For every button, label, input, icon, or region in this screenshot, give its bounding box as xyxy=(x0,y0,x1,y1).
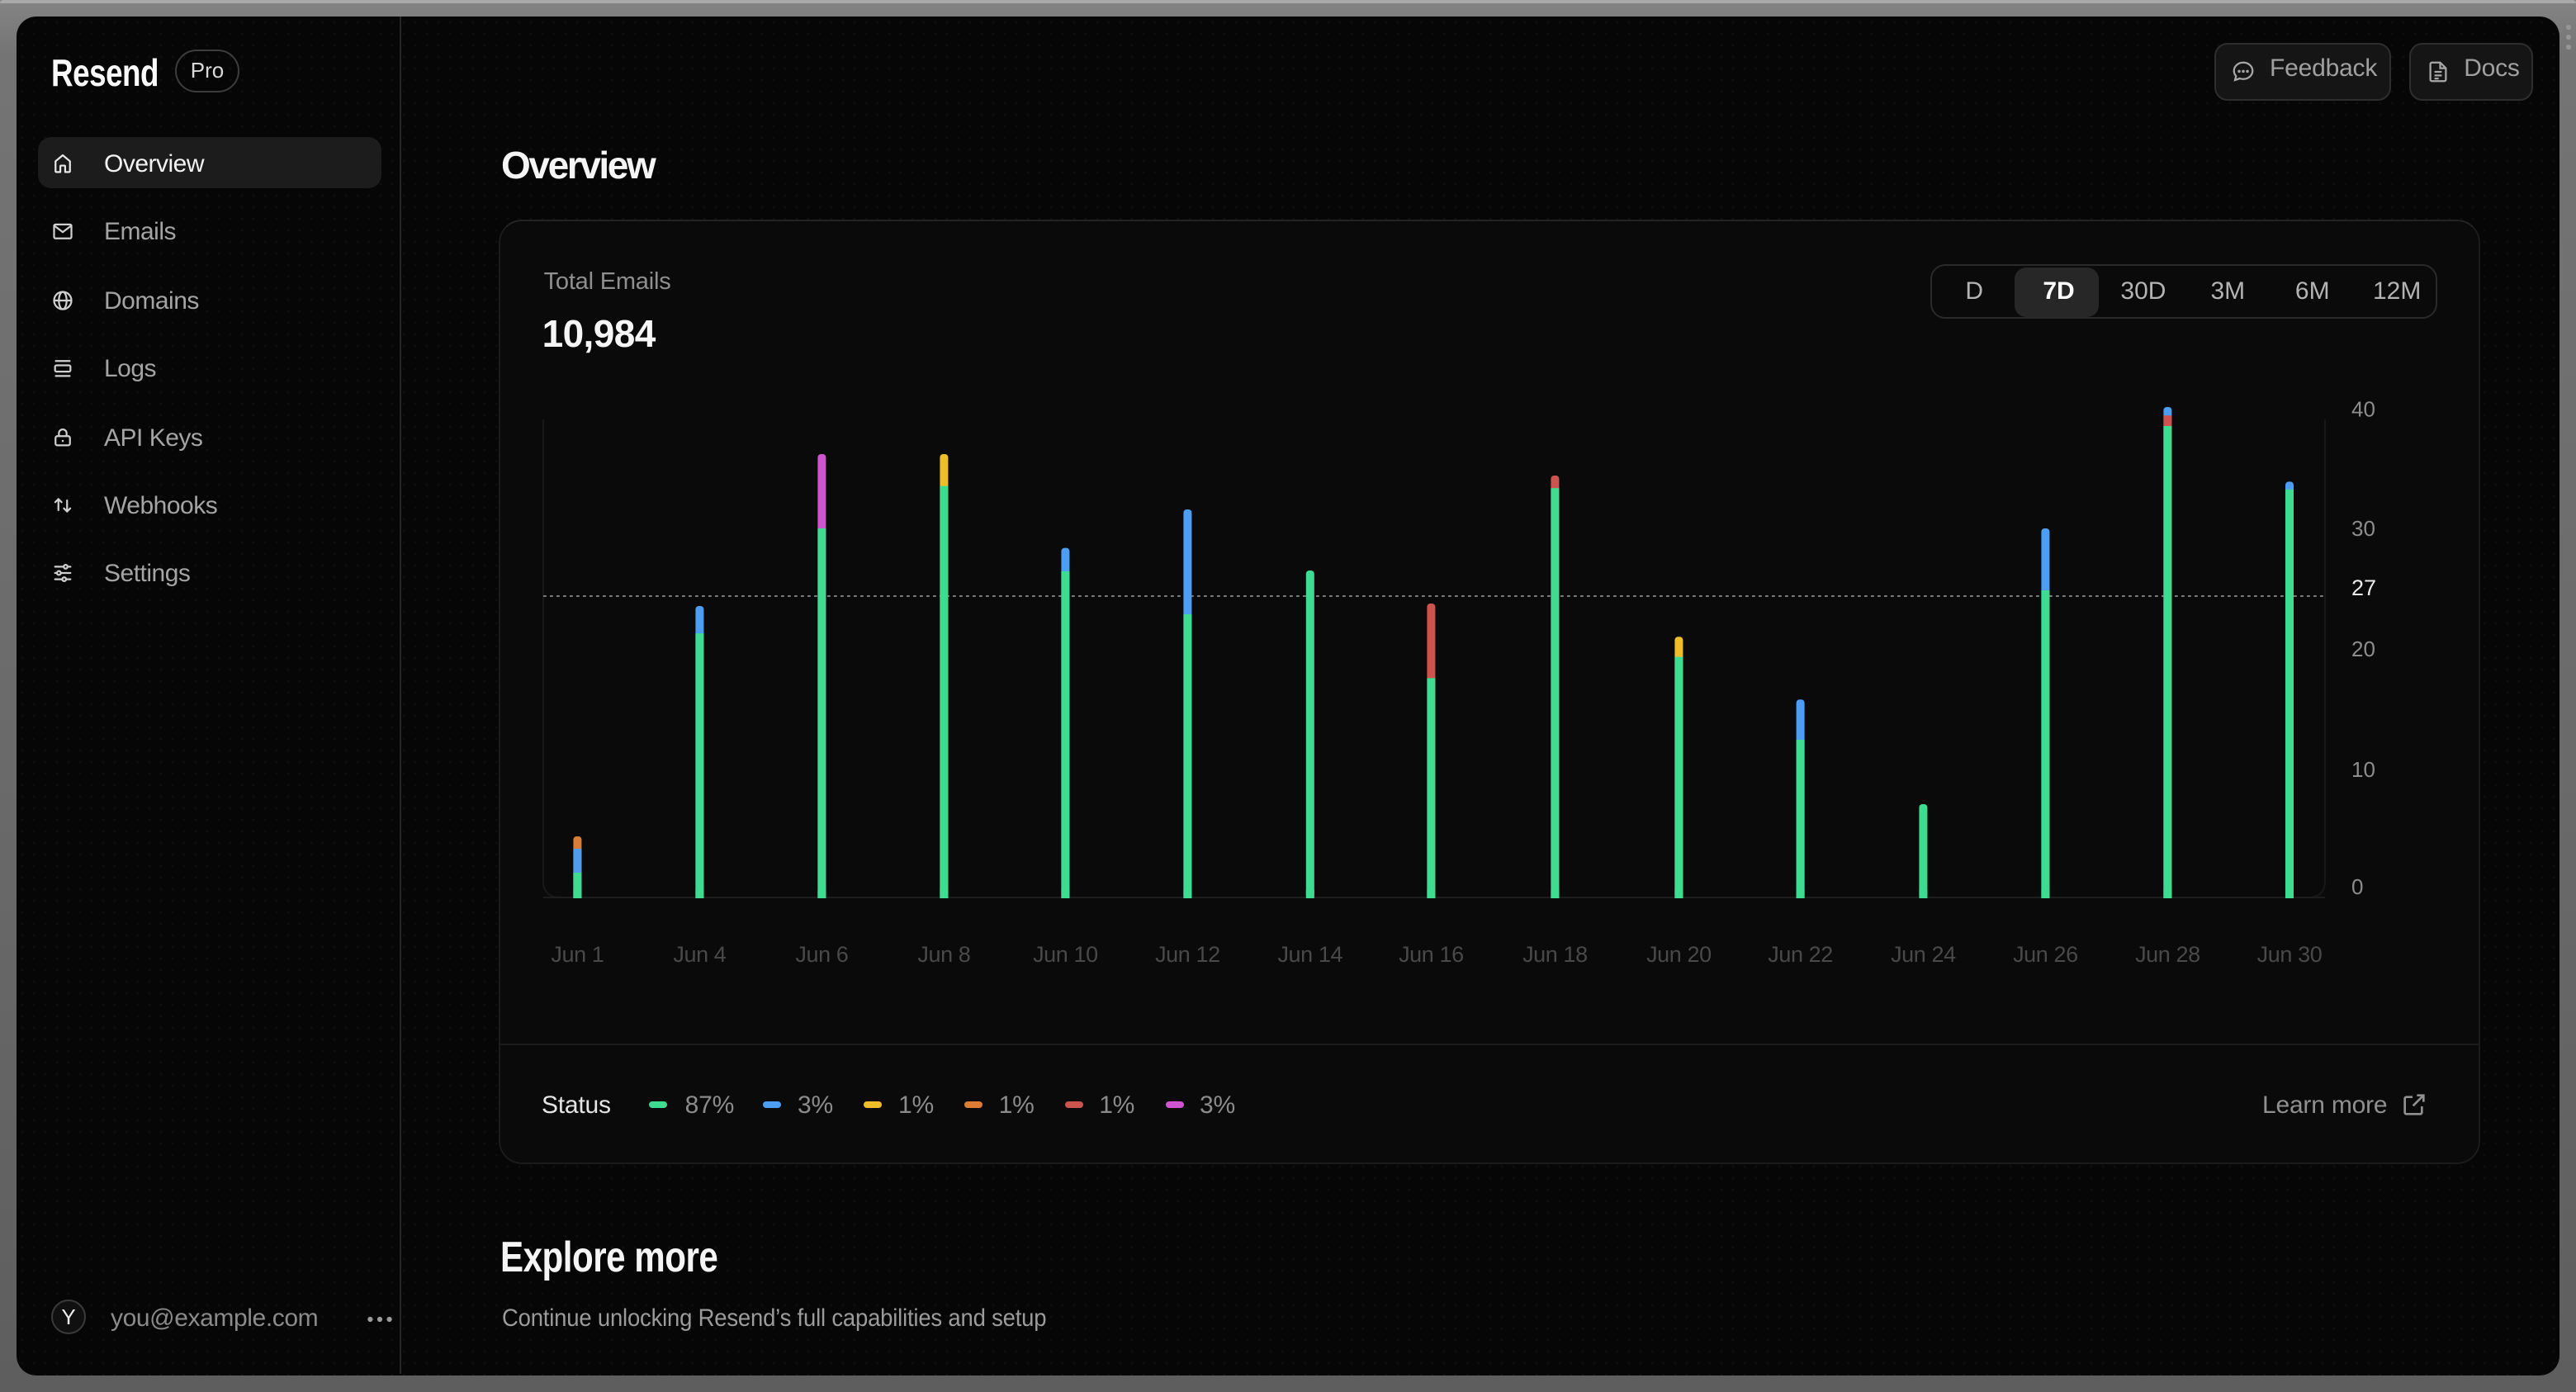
svg-text:Jun 24: Jun 24 xyxy=(1892,942,1957,967)
svg-text:0: 0 xyxy=(2352,874,2364,899)
svg-text:Jun 26: Jun 26 xyxy=(2014,942,2079,967)
svg-text:10: 10 xyxy=(2352,757,2376,782)
svg-text:Jun 30: Jun 30 xyxy=(2257,942,2323,967)
svg-text:Jun 28: Jun 28 xyxy=(2136,942,2201,967)
svg-text:Jun 14: Jun 14 xyxy=(1278,942,1343,967)
svg-text:27: 27 xyxy=(2352,575,2377,600)
svg-text:Jun 4: Jun 4 xyxy=(674,942,727,967)
svg-text:Jun 18: Jun 18 xyxy=(1523,942,1589,967)
svg-text:Jun 22: Jun 22 xyxy=(1769,942,1834,967)
svg-text:40: 40 xyxy=(2352,397,2376,422)
svg-text:Jun 8: Jun 8 xyxy=(918,942,971,967)
svg-text:Jun 10: Jun 10 xyxy=(1034,942,1099,967)
svg-text:Jun 16: Jun 16 xyxy=(1399,942,1465,967)
svg-text:30: 30 xyxy=(2352,516,2376,541)
svg-text:Jun 12: Jun 12 xyxy=(1156,942,1221,967)
svg-text:Jun 6: Jun 6 xyxy=(796,942,849,967)
svg-text:Jun 1: Jun 1 xyxy=(552,942,604,967)
svg-text:20: 20 xyxy=(2352,637,2376,661)
svg-text:Jun 20: Jun 20 xyxy=(1647,942,1712,967)
